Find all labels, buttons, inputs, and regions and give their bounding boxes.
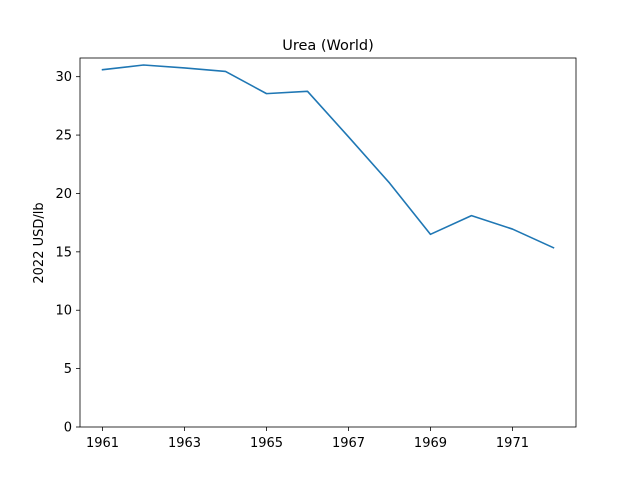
chart-title: Urea (World) — [282, 38, 374, 54]
axes-frame — [79, 57, 577, 428]
x-tick-label-1969: 1969 — [414, 436, 447, 451]
x-tick-label-1961: 1961 — [86, 436, 119, 451]
series-line-0 — [101, 64, 555, 249]
y-tick-label-25: 25 — [55, 129, 72, 144]
y-tick-label-5: 5 — [64, 362, 72, 377]
y-axis-label: 2022 USD/lb — [32, 202, 47, 283]
y-tick-label-0: 0 — [64, 421, 72, 436]
x-tick-label-1963: 1963 — [168, 436, 201, 451]
x-tick-label-1971: 1971 — [496, 436, 529, 451]
y-tick-label-15: 15 — [55, 245, 72, 260]
y-tick-label-30: 30 — [55, 70, 72, 85]
y-tick-label-10: 10 — [55, 304, 72, 319]
plot-area: 1961 1963 1965 1967 1969 1971 0 5 10 15 20 25 30 — [55, 57, 577, 451]
x-tick-label-1965: 1965 — [250, 436, 283, 451]
x-tick-label-1967: 1967 — [332, 436, 365, 451]
y-tick-label-20: 20 — [55, 187, 72, 202]
